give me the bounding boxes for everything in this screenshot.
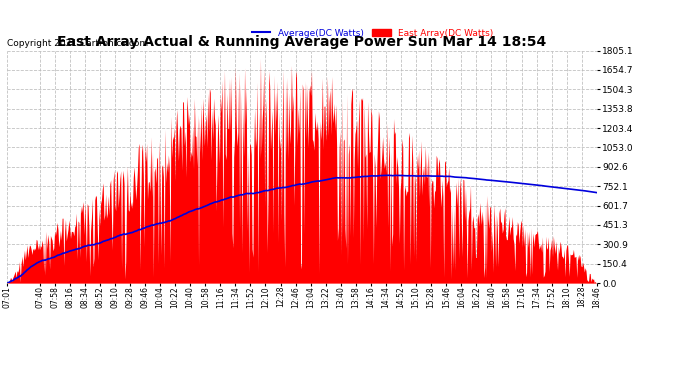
Legend: Average(DC Watts), East Array(DC Watts): Average(DC Watts), East Array(DC Watts) xyxy=(248,25,497,41)
Text: Copyright 2021 Cartronics.com: Copyright 2021 Cartronics.com xyxy=(7,39,148,48)
Title: East Array Actual & Running Average Power Sun Mar 14 18:54: East Array Actual & Running Average Powe… xyxy=(57,36,546,50)
